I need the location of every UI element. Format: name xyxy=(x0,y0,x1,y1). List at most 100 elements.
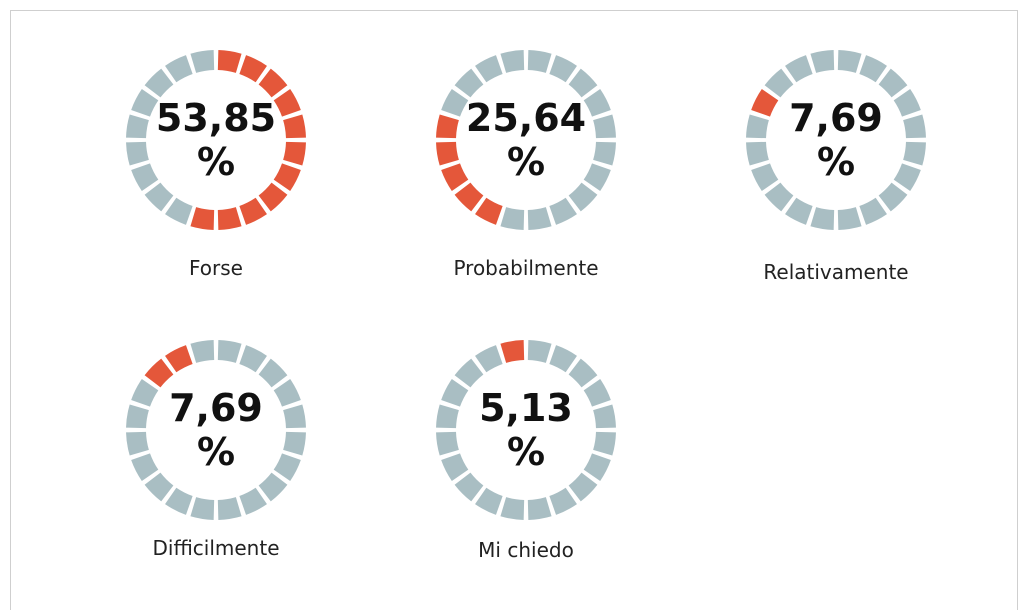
empty-segment xyxy=(273,379,301,407)
empty-segment xyxy=(144,472,174,502)
value-label: 25,64 % xyxy=(465,96,587,184)
filled-segment xyxy=(500,340,525,363)
gauge xyxy=(436,50,616,230)
filled-segment xyxy=(239,55,267,83)
gauge-label: Difficilmente xyxy=(152,536,280,560)
empty-segment xyxy=(190,497,215,520)
empty-segment xyxy=(549,487,577,515)
empty-segment xyxy=(475,487,503,515)
empty-segment xyxy=(903,141,926,166)
empty-segment xyxy=(454,472,484,502)
filled-segment xyxy=(217,207,242,230)
filled-segment xyxy=(475,197,503,225)
empty-segment xyxy=(583,453,611,481)
empty-segment xyxy=(283,404,306,429)
empty-segment xyxy=(475,55,503,83)
filled-segment xyxy=(751,89,779,117)
empty-segment xyxy=(165,487,193,515)
empty-segment xyxy=(583,89,611,117)
empty-segment xyxy=(751,163,779,191)
filled-segment xyxy=(144,358,174,388)
empty-segment xyxy=(764,182,794,212)
gauges xyxy=(126,50,926,520)
filled-segment xyxy=(436,114,459,139)
empty-segment xyxy=(441,453,469,481)
empty-segment xyxy=(500,50,525,73)
empty-segment xyxy=(764,68,794,98)
empty-segment xyxy=(810,50,835,73)
filled-segment xyxy=(165,345,193,373)
empty-segment xyxy=(568,358,598,388)
empty-segment xyxy=(593,141,616,166)
empty-segment xyxy=(746,141,769,166)
filled-segment xyxy=(283,141,306,166)
filled-segment xyxy=(258,68,288,98)
empty-segment xyxy=(436,404,459,429)
empty-segment xyxy=(441,89,469,117)
empty-segment xyxy=(549,345,577,373)
empty-segment xyxy=(165,55,193,83)
page: (() => { const data = JSON.parse(documen… xyxy=(10,10,1018,610)
empty-segment xyxy=(583,379,611,407)
gauge xyxy=(436,340,616,520)
empty-segment xyxy=(283,431,306,456)
empty-segment xyxy=(258,358,288,388)
empty-segment xyxy=(593,114,616,139)
gauge-label: Forse xyxy=(189,256,243,280)
empty-segment xyxy=(126,404,149,429)
empty-segment xyxy=(568,68,598,98)
empty-segment xyxy=(785,55,813,83)
empty-segment xyxy=(273,453,301,481)
empty-segment xyxy=(131,163,159,191)
gauge-label: Probabilmente xyxy=(453,256,599,280)
empty-segment xyxy=(217,497,242,520)
empty-segment xyxy=(549,197,577,225)
empty-segment xyxy=(837,50,862,73)
empty-segment xyxy=(746,114,769,139)
empty-segment xyxy=(131,89,159,117)
value-label: 5,13 % xyxy=(479,386,573,474)
gauge xyxy=(746,50,926,230)
value-label: 53,85 % xyxy=(155,96,277,184)
filled-segment xyxy=(258,182,288,212)
empty-segment xyxy=(903,114,926,139)
empty-segment xyxy=(500,207,525,230)
filled-segment xyxy=(441,163,469,191)
filled-segment xyxy=(454,182,484,212)
empty-segment xyxy=(878,68,908,98)
empty-segment xyxy=(583,163,611,191)
empty-segment xyxy=(568,472,598,502)
empty-segment xyxy=(527,497,552,520)
filled-segment xyxy=(239,197,267,225)
empty-segment xyxy=(217,340,242,363)
empty-segment xyxy=(878,182,908,212)
gauge-label: Relativamente xyxy=(763,260,909,284)
empty-segment xyxy=(893,89,921,117)
empty-segment xyxy=(454,68,484,98)
empty-segment xyxy=(859,197,887,225)
empty-segment xyxy=(527,50,552,73)
empty-segment xyxy=(837,207,862,230)
empty-segment xyxy=(258,472,288,502)
empty-segment xyxy=(593,404,616,429)
empty-segment xyxy=(593,431,616,456)
gauge-label: Mi chiedo xyxy=(478,538,574,562)
gauge xyxy=(126,340,306,520)
empty-segment xyxy=(441,379,469,407)
empty-segment xyxy=(190,50,215,73)
empty-segment xyxy=(165,197,193,225)
empty-segment xyxy=(239,345,267,373)
empty-segment xyxy=(810,207,835,230)
empty-segment xyxy=(500,497,525,520)
panel xyxy=(10,10,1018,610)
empty-segment xyxy=(568,182,598,212)
empty-segment xyxy=(859,55,887,83)
filled-segment xyxy=(283,114,306,139)
filled-segment xyxy=(273,163,301,191)
empty-segment xyxy=(549,55,577,83)
empty-segment xyxy=(893,163,921,191)
empty-segment xyxy=(144,182,174,212)
empty-segment xyxy=(527,340,552,363)
empty-segment xyxy=(131,379,159,407)
empty-segment xyxy=(475,345,503,373)
